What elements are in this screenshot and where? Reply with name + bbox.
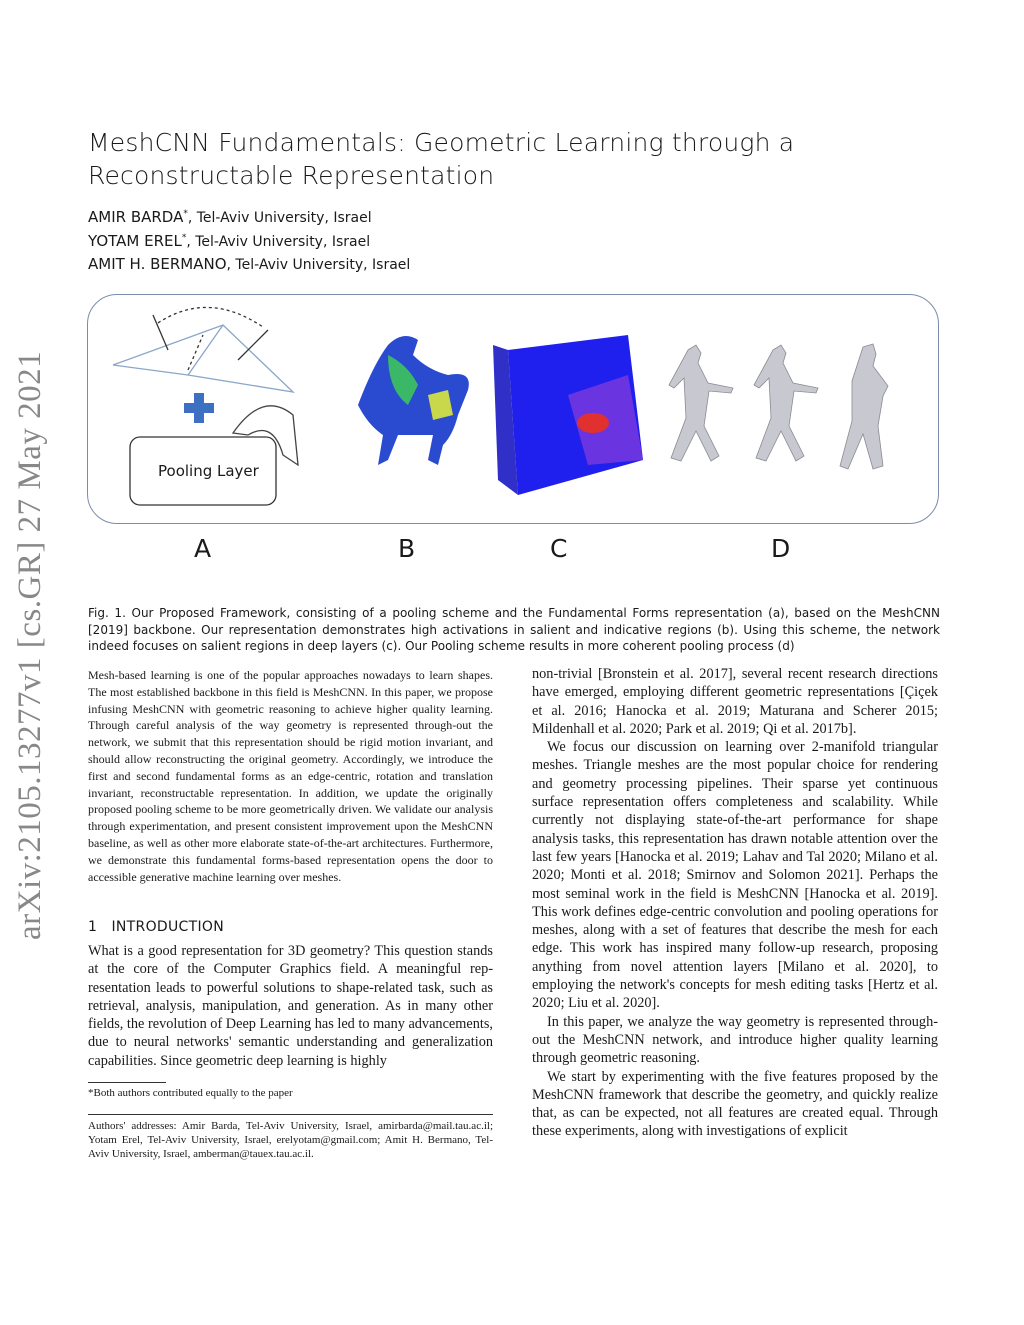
author-name: AMIT H. BERMANO: [88, 255, 227, 273]
panel-label-a: A: [194, 534, 212, 563]
author-mark: *: [183, 209, 188, 219]
intro-paragraph-1: What is a good representation for 3D geo…: [88, 943, 493, 1069]
intro-paragraph: We start by experimenting with the five …: [532, 1068, 938, 1140]
curved-arrow-icon: [231, 405, 299, 467]
horse-mesh: [358, 336, 469, 465]
panel-label-d: D: [771, 534, 791, 563]
author-affiliation: , Tel-Aviv University, Israel: [187, 210, 372, 226]
figure-caption: Fig. 1. Our Proposed Framework, consisti…: [88, 606, 940, 653]
addresses-rule: [88, 1114, 493, 1115]
section-title: INTRODUCTION: [111, 919, 224, 935]
section-number: 1: [88, 919, 98, 935]
panel-label-b: B: [398, 534, 416, 563]
right-column: non-trivial [Bronstein et al. 2017], sev…: [532, 665, 938, 1141]
author-name: AMIR BARDA: [88, 208, 184, 226]
edge-diagram: [112, 306, 295, 393]
author-1: AMIR BARDA*, Tel-Aviv University, Israel: [88, 208, 372, 226]
author-3: AMIT H. BERMANO, Tel-Aviv University, Is…: [88, 255, 410, 273]
cube-activation: [493, 335, 643, 495]
author-affiliation: , Tel-Aviv University, Israel: [186, 234, 371, 250]
author-addresses: Authors' addresses: Amir Barda, Tel-Aviv…: [88, 1120, 493, 1160]
footnote: *Both authors contributed equally to the…: [88, 1087, 293, 1099]
section-heading: 1 INTRODUCTION: [88, 919, 224, 935]
intro-paragraph: We focus our discussion on learning over…: [532, 739, 938, 1012]
arxiv-stamp: arXiv:2105.13277v1 [cs.GR] 27 May 2021: [12, 350, 48, 940]
plus-icon: [184, 393, 214, 423]
intro-paragraph: non-trivial [Bronstein et al. 2017], sev…: [532, 666, 938, 737]
footnote-rule: [88, 1082, 166, 1083]
author-name: YOTAM EREL: [88, 232, 182, 250]
author-affiliation: , Tel-Aviv University, Israel: [226, 257, 411, 273]
panel-label-c: C: [550, 534, 568, 563]
paper-title: MeshCNN Fundamentals: Geometric Learning…: [88, 128, 795, 190]
figure-1: Pooling Layer: [87, 294, 939, 524]
author-2: YOTAM EREL*, Tel-Aviv University, Israel: [88, 232, 370, 250]
pooling-layer-label: Pooling Layer: [158, 462, 259, 480]
figure-illustration: [112, 306, 889, 506]
abstract: Mesh-based learning is one of the popula…: [88, 668, 493, 884]
author-mark: *: [181, 233, 187, 243]
pooling-layer-box: [129, 436, 277, 506]
intro-paragraph: In this paper, we analyze the way geomet…: [532, 1013, 938, 1067]
walking-figures: [668, 343, 889, 470]
